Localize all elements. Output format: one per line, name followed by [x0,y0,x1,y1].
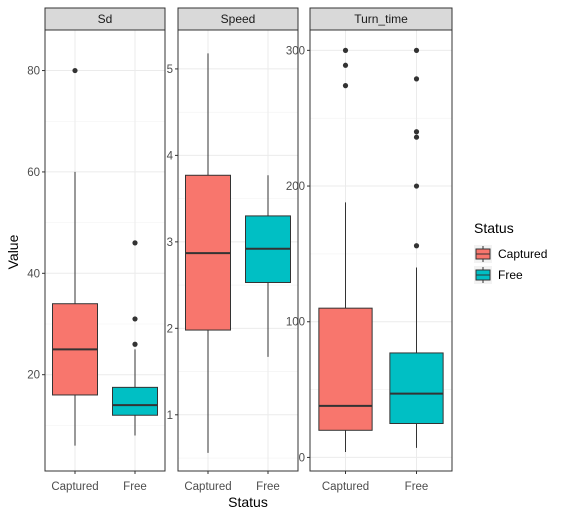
boxplot-free [245,175,291,357]
x-tick-label: Captured [322,481,369,493]
boxplot-free [112,240,158,436]
y-tick-label: 60 [27,167,40,179]
outlier-point [132,341,138,347]
outlier-point [413,134,420,140]
outlier-point [342,62,349,68]
facet-strip-label: Speed [221,12,256,26]
y-tick-label: 300 [286,45,305,57]
legend-label: Free [498,268,523,282]
y-tick-label: 40 [27,268,40,280]
outlier-point [413,129,420,135]
outlier-point [132,316,138,322]
outlier-point [342,47,349,53]
y-tick-label: 3 [167,237,173,249]
outlier-point [413,76,420,82]
y-tick-label: 2 [167,323,173,335]
panel-border [44,29,166,472]
boxplot-captured [318,47,373,453]
box [389,352,444,425]
y-tick-label: 1 [167,410,173,422]
box [112,386,158,416]
y-tick-label: 5 [167,64,173,76]
x-axis-title: Status [228,494,268,510]
legend-item-free: Free [474,266,523,284]
outlier-point [132,240,138,246]
y-tick-label: 80 [27,66,40,78]
y-tick-label: 200 [286,181,305,193]
outlier-point [413,243,420,249]
facet-panel-speed: Speed 1 2 3 4 5 Captured Free [167,7,299,493]
x-tick-label: Free [256,481,280,493]
x-tick-label: Captured [184,481,231,493]
outlier-point [413,183,420,189]
panel-border [309,29,453,472]
y-axis-title: Value [5,234,21,269]
facet-panel-sd: Sd 20 40 60 80 Captured Free [27,7,166,493]
boxplot-captured [52,67,98,446]
legend-title: Status [474,220,514,236]
x-tick-label: Free [123,481,147,493]
facet-panel-turn_time: Turn_time 0 100 200 300 Captured Free [286,7,453,493]
panel-border [177,29,299,472]
facet-strip-label: Turn_time [354,12,408,26]
outlier-point [413,47,420,53]
y-tick-label: 0 [299,452,305,464]
boxplot-free [389,47,444,448]
box [318,307,373,431]
x-tick-label: Captured [51,481,98,493]
facet-strip-label: Sd [98,12,113,26]
outlier-point [342,83,349,89]
x-tick-label: Free [405,481,429,493]
boxplot-captured [185,53,231,453]
legend-item-captured: Captured [474,245,547,263]
legend: Status Captured Free [474,220,547,284]
y-tick-label: 4 [167,150,174,162]
legend-label: Captured [498,247,547,261]
y-tick-label: 100 [286,317,305,329]
facet-panels: Sd 20 40 60 80 Captured Free Speed 1 2 3 4 5 Captured… [27,7,453,493]
y-tick-label: 20 [27,370,40,382]
outlier-point [72,67,78,74]
